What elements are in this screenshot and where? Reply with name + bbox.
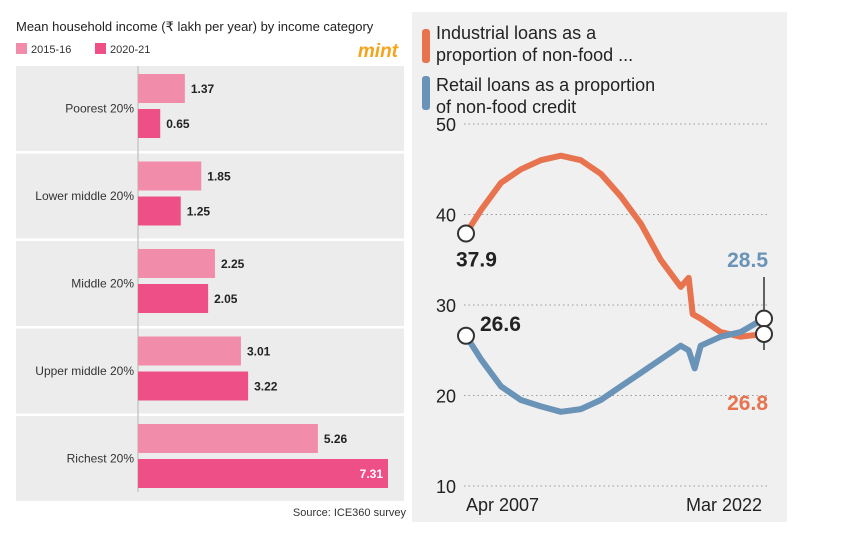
data-point-retail [538, 403, 544, 409]
bar-value-poorest-20-2015-16: 1.37 [191, 82, 215, 96]
retail-end-label: 28.5 [727, 249, 768, 272]
category-label-middle-20: Middle 20% [71, 277, 134, 291]
y-tick-30: 30 [436, 296, 456, 316]
data-point-industrial [598, 171, 604, 177]
data-point-industrial [498, 180, 504, 186]
y-tick-50: 50 [436, 115, 456, 135]
bar-lower-middle-20-2020-21 [138, 196, 181, 226]
bar-value-richest-20-2020-21: 7.31 [360, 467, 384, 481]
bar-value-upper-middle-20-2015-16: 3.01 [247, 345, 271, 359]
data-point-industrial [698, 315, 704, 322]
bar-richest-20-2015-16 [138, 424, 318, 453]
bar-value-poorest-20-2020-21: 0.65 [166, 117, 190, 131]
retail-start-marker [457, 326, 475, 345]
data-point-industrial [678, 284, 684, 290]
bar-lower-middle-20-2015-16 [138, 161, 202, 191]
data-point-retail [498, 383, 504, 390]
data-point-retail [686, 347, 692, 353]
category-label-poorest-20: Poorest 20% [65, 102, 134, 116]
bar-value-middle-20-2020-21: 2.05 [214, 292, 238, 306]
bar-chart-canvas: Mean household income (₹ lakh per year) … [16, 19, 407, 519]
data-point-industrial [618, 193, 624, 199]
category-label-richest-20: Richest 20% [67, 452, 135, 466]
data-point-retail [698, 343, 704, 349]
data-point-retail [692, 365, 698, 371]
mint-logo: mint [358, 41, 399, 62]
category-band-lower-middle-20 [16, 153, 404, 239]
bar-richest-20-2020-21 [138, 459, 388, 488]
data-point-retail [518, 397, 524, 403]
category-label-lower-middle-20: Lower middle 20% [35, 189, 134, 203]
data-point-retail [718, 334, 724, 340]
bar-upper-middle-20-2015-16 [138, 336, 241, 366]
data-point-retail [618, 383, 624, 390]
series-line-industrial [463, 152, 767, 340]
bar-value-lower-middle-20-2015-16: 1.85 [207, 170, 231, 184]
data-point-retail [678, 343, 684, 349]
legend-swatch-2015-16 [16, 43, 27, 54]
retail-end-marker [755, 309, 773, 328]
bar-upper-middle-20-2020-21 [138, 371, 249, 401]
bar-value-richest-20-2015-16: 5.26 [324, 432, 348, 446]
x-label-start: Apr 2007 [466, 495, 539, 515]
legend-label-2020-21: 2020-21 [110, 44, 150, 56]
data-point-industrial [578, 157, 584, 163]
series-line-retail [463, 315, 767, 415]
data-point-retail [658, 356, 664, 362]
industrial-end-label: 26.8 [727, 392, 768, 415]
bar-middle-20-2020-21 [138, 284, 209, 313]
bar-chart-title: Mean household income (₹ lakh per year) … [16, 19, 374, 34]
data-point-industrial [478, 207, 484, 213]
bar-middle-20-2015-16 [138, 249, 215, 278]
data-point-retail [638, 370, 644, 376]
legend-label-industrial: Industrial loans as a proportion of non-… [436, 23, 633, 65]
data-point-retail [598, 397, 604, 403]
retail-start-label: 26.6 [480, 313, 521, 336]
y-tick-40: 40 [436, 206, 456, 226]
data-point-retail [738, 329, 744, 335]
data-point-retail [558, 409, 564, 415]
bar-poorest-20-2015-16 [138, 74, 185, 103]
data-point-industrial [538, 157, 544, 163]
legend-label-2015-16: 2015-16 [31, 44, 71, 56]
data-point-retail [578, 406, 584, 412]
income-bar-chart: Mean household income (₹ lakh per year) … [0, 0, 410, 541]
category-label-upper-middle-20: Upper middle 20% [35, 364, 134, 378]
industrial-start-marker [457, 224, 475, 243]
bar-value-upper-middle-20-2020-21: 3.22 [254, 380, 278, 394]
x-label-end: Mar 2022 [686, 495, 762, 515]
data-point-retail [478, 356, 484, 362]
y-tick-20: 20 [436, 387, 456, 407]
legend-label-retail: Retail loans as a proportion of non-food… [436, 75, 660, 117]
y-tick-10: 10 [436, 477, 456, 497]
industrial-end-marker [755, 324, 773, 343]
data-point-industrial [518, 166, 524, 172]
legend-swatch-industrial [422, 29, 430, 63]
bar-value-lower-middle-20-2020-21: 1.25 [187, 205, 211, 219]
line-chart-canvas: Industrial loans as a proportion of non-… [422, 23, 773, 515]
legend-swatch-2020-21 [95, 43, 106, 54]
data-point-industrial [690, 311, 696, 317]
legend-swatch-retail [422, 76, 430, 110]
industrial-start-label: 37.9 [456, 249, 497, 272]
data-point-industrial [638, 220, 644, 227]
loans-line-chart: Industrial loans as a proportion of non-… [412, 12, 787, 522]
category-band-poorest-20 [16, 66, 404, 151]
data-point-industrial [658, 257, 664, 263]
source-note: Source: ICE360 survey [293, 507, 407, 519]
bar-poorest-20-2020-21 [138, 109, 161, 138]
data-point-industrial [558, 153, 564, 159]
data-point-industrial [686, 275, 692, 281]
bar-value-middle-20-2015-16: 2.25 [221, 257, 245, 271]
